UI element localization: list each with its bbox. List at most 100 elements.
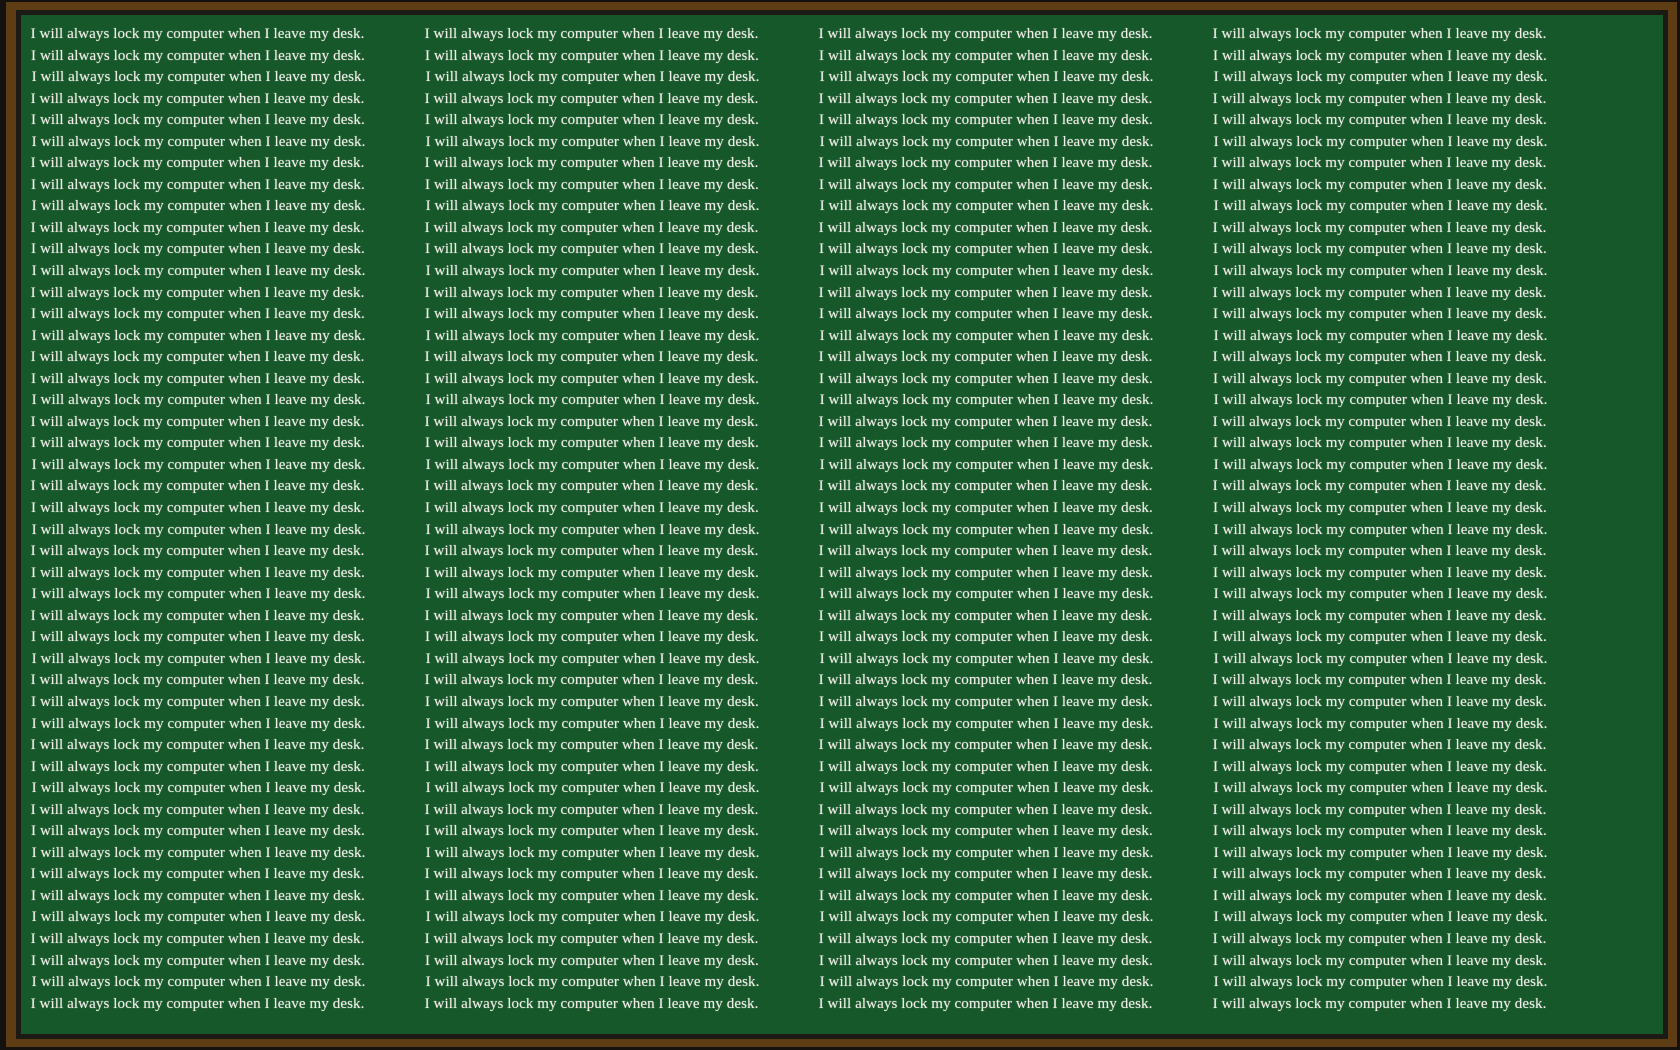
chalk-line: I will always lock my computer when I le… — [424, 543, 759, 560]
chalk-line: I will always lock my computer when I le… — [1213, 650, 1548, 667]
chalk-line: I will always lock my computer when I le… — [31, 112, 365, 129]
chalk-line: I will always lock my computer when I le… — [425, 306, 759, 323]
chalk-line: I will always lock my computer when I le… — [31, 306, 365, 323]
chalk-line: I will always lock my computer when I le… — [819, 693, 1153, 710]
chalk-line: I will always lock my computer when I le… — [31, 133, 366, 150]
chalk-line: I will always lock my computer when I le… — [31, 974, 366, 991]
chalk-line: I will always lock my computer when I le… — [1212, 607, 1547, 624]
chalk-line: I will always lock my computer when I le… — [31, 198, 366, 215]
chalk-line: I will always lock my computer when I le… — [1212, 219, 1547, 236]
chalk-line: I will always lock my computer when I le… — [818, 155, 1153, 172]
chalk-line: I will always lock my computer when I le… — [818, 866, 1153, 883]
chalk-line: I will always lock my computer when I le… — [1213, 370, 1547, 387]
chalk-line: I will always lock my computer when I le… — [1213, 327, 1548, 344]
chalk-line: I will always lock my computer when I le… — [424, 672, 759, 689]
chalk-line: I will always lock my computer when I le… — [424, 413, 759, 430]
chalk-line: I will always lock my computer when I le… — [819, 69, 1154, 86]
chalk-line: I will always lock my computer when I le… — [31, 909, 366, 926]
chalk-line: I will always lock my computer when I le… — [1213, 564, 1547, 581]
chalk-line: I will always lock my computer when I le… — [31, 263, 366, 280]
chalk-line: I will always lock my computer when I le… — [1212, 930, 1547, 947]
chalk-line: I will always lock my computer when I le… — [818, 90, 1153, 107]
chalk-line: I will always lock my computer when I le… — [31, 629, 365, 646]
chalk-line: I will always lock my computer when I le… — [818, 995, 1153, 1012]
chalk-line: I will always lock my computer when I le… — [31, 370, 365, 387]
chalk-line: I will always lock my computer when I le… — [819, 456, 1154, 473]
chalk-text-columns: I will always lock my computer when I le… — [31, 24, 1663, 1015]
chalk-line: I will always lock my computer when I le… — [818, 219, 1153, 236]
chalk-line: I will always lock my computer when I le… — [31, 844, 366, 861]
chalk-line: I will always lock my computer when I le… — [425, 370, 759, 387]
chalk-line: I will always lock my computer when I le… — [1212, 90, 1547, 107]
chalk-line: I will always lock my computer when I le… — [818, 543, 1153, 560]
chalk-line: I will always lock my computer when I le… — [425, 974, 760, 991]
chalk-line: I will always lock my computer when I le… — [819, 586, 1154, 603]
chalk-line: I will always lock my computer when I le… — [1212, 284, 1547, 301]
chalk-line: I will always lock my computer when I le… — [30, 607, 365, 624]
chalk-line: I will always lock my computer when I le… — [30, 90, 365, 107]
chalk-line: I will always lock my computer when I le… — [1213, 435, 1547, 452]
chalk-line: I will always lock my computer when I le… — [30, 478, 365, 495]
chalk-line: I will always lock my computer when I le… — [819, 176, 1153, 193]
chalk-line: I will always lock my computer when I le… — [819, 564, 1153, 581]
chalk-line: I will always lock my computer when I le… — [1212, 26, 1547, 42]
chalk-line: I will always lock my computer when I le… — [819, 241, 1153, 258]
chalk-line: I will always lock my computer when I le… — [819, 844, 1154, 861]
chalk-line: I will always lock my computer when I le… — [30, 155, 365, 172]
chalk-column: I will always lock my computer when I le… — [31, 24, 425, 1015]
chalk-line: I will always lock my computer when I le… — [1213, 974, 1548, 991]
chalk-line: I will always lock my computer when I le… — [30, 219, 365, 236]
chalk-line: I will always lock my computer when I le… — [31, 887, 365, 904]
chalk-line: I will always lock my computer when I le… — [424, 284, 759, 301]
chalk-line: I will always lock my computer when I le… — [819, 650, 1154, 667]
chalk-line: I will always lock my computer when I le… — [31, 69, 366, 86]
chalk-line: I will always lock my computer when I le… — [1213, 112, 1547, 129]
chalk-line: I will always lock my computer when I le… — [30, 995, 365, 1012]
chalk-line: I will always lock my computer when I le… — [425, 629, 759, 646]
chalk-column: I will always lock my computer when I le… — [819, 24, 1213, 1015]
chalk-line: I will always lock my computer when I le… — [1213, 241, 1547, 258]
chalk-line: I will always lock my computer when I le… — [1213, 823, 1547, 840]
chalk-line: I will always lock my computer when I le… — [425, 69, 760, 86]
chalk-line: I will always lock my computer when I le… — [818, 607, 1153, 624]
chalk-line: I will always lock my computer when I le… — [818, 26, 1153, 42]
chalk-line: I will always lock my computer when I le… — [425, 435, 759, 452]
chalk-line: I will always lock my computer when I le… — [1213, 909, 1548, 926]
chalk-line: I will always lock my computer when I le… — [31, 952, 365, 969]
chalk-line: I will always lock my computer when I le… — [425, 909, 760, 926]
chalk-line: I will always lock my computer when I le… — [819, 952, 1153, 969]
chalk-line: I will always lock my computer when I le… — [1212, 801, 1547, 818]
chalk-line: I will always lock my computer when I le… — [818, 801, 1153, 818]
chalk-line: I will always lock my computer when I le… — [818, 737, 1153, 754]
chalk-line: I will always lock my computer when I le… — [819, 370, 1153, 387]
chalk-line: I will always lock my computer when I le… — [819, 327, 1154, 344]
chalk-line: I will always lock my computer when I le… — [30, 284, 365, 301]
chalk-line: I will always lock my computer when I le… — [1212, 995, 1547, 1012]
chalk-line: I will always lock my computer when I le… — [819, 263, 1154, 280]
chalk-line: I will always lock my computer when I le… — [31, 176, 365, 193]
chalk-line: I will always lock my computer when I le… — [424, 607, 759, 624]
chalk-line: I will always lock my computer when I le… — [1213, 952, 1547, 969]
chalk-line: I will always lock my computer when I le… — [1213, 176, 1547, 193]
chalk-line: I will always lock my computer when I le… — [31, 780, 366, 797]
chalk-line: I will always lock my computer when I le… — [1213, 844, 1548, 861]
chalk-line: I will always lock my computer when I le… — [425, 241, 759, 258]
chalk-line: I will always lock my computer when I le… — [424, 349, 759, 366]
chalk-line: I will always lock my computer when I le… — [424, 219, 759, 236]
chalk-line: I will always lock my computer when I le… — [1213, 133, 1548, 150]
chalk-line: I will always lock my computer when I le… — [819, 47, 1153, 64]
chalk-line: I will always lock my computer when I le… — [30, 349, 365, 366]
chalk-line: I will always lock my computer when I le… — [424, 90, 759, 107]
chalk-line: I will always lock my computer when I le… — [1213, 521, 1548, 538]
chalk-line: I will always lock my computer when I le… — [31, 435, 365, 452]
chalk-line: I will always lock my computer when I le… — [424, 155, 759, 172]
chalk-line: I will always lock my computer when I le… — [1212, 478, 1547, 495]
chalk-line: I will always lock my computer when I le… — [30, 543, 365, 560]
chalk-line: I will always lock my computer when I le… — [425, 650, 760, 667]
chalk-line: I will always lock my computer when I le… — [1213, 263, 1548, 280]
chalk-line: I will always lock my computer when I le… — [819, 392, 1154, 409]
chalk-line: I will always lock my computer when I le… — [30, 26, 365, 42]
chalk-line: I will always lock my computer when I le… — [30, 801, 365, 818]
chalk-line: I will always lock my computer when I le… — [818, 672, 1153, 689]
